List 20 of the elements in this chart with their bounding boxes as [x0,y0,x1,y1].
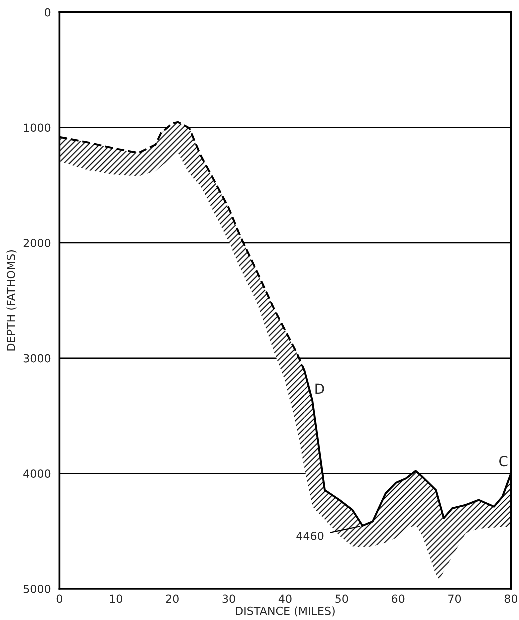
y-tick-label: 2000 [24,239,51,248]
x-tick-label: 40 [278,594,292,604]
annotation: D [316,384,324,394]
annotation: C [500,456,508,467]
x-tick-label: 20 [166,594,179,604]
x-tick-label: 60 [392,594,405,604]
x-tick-label: 30 [222,594,236,604]
x-axis-title: DISTANCE (MILES) [236,606,335,617]
y-tick-label: 5000 [24,584,51,594]
y-tick-label: 0 [45,8,51,17]
y-tick-label: 1000 [24,124,51,132]
annotation: 4460 [296,532,324,540]
x-tick-label: 50 [336,594,348,604]
x-tick-label: 80 [504,594,518,604]
x-tick-label: 0 [56,594,62,604]
x-tick-label: 70 [448,594,462,604]
y-tick-label: 4000 [24,470,51,478]
y-axis-title: DEPTH (FATHOMS) [6,250,17,351]
y-tick-label: 3000 [24,354,51,363]
x-tick-label: 10 [110,594,122,604]
